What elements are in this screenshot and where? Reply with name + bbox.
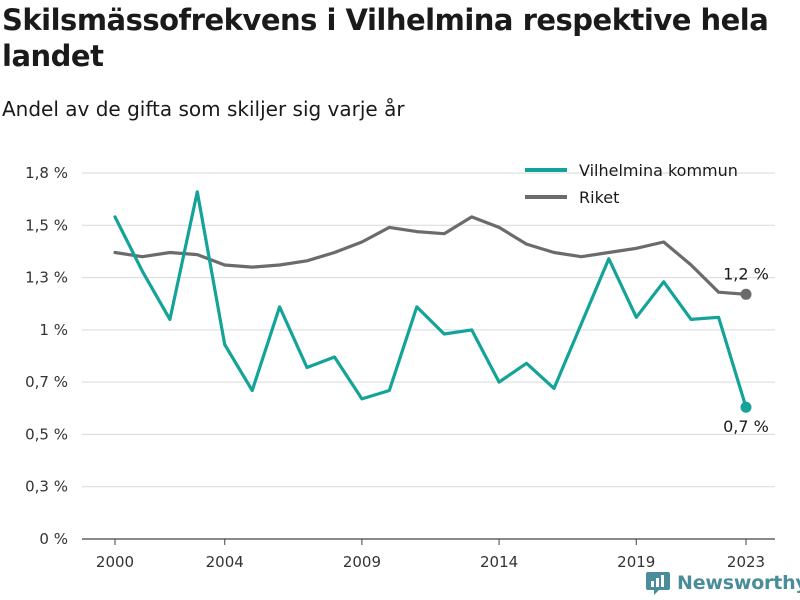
series-line-riket bbox=[113, 215, 748, 296]
x-tick-label: 2023 bbox=[727, 553, 765, 571]
end-point-marker bbox=[740, 401, 752, 413]
legend: Vilhelmina kommun Riket bbox=[525, 161, 738, 207]
y-tick-label: 1,8 % bbox=[25, 164, 68, 182]
newsworthy-icon bbox=[646, 572, 670, 595]
end-point-marker bbox=[740, 288, 752, 300]
legend-label: Vilhelmina kommun bbox=[579, 161, 738, 180]
y-tick-label: 0,5 % bbox=[25, 425, 68, 443]
grid-lines bbox=[82, 172, 775, 540]
y-tick-label: 1 % bbox=[39, 321, 68, 339]
y-tick-label: 1,3 % bbox=[25, 269, 68, 287]
y-tick-label: 0 % bbox=[39, 530, 68, 548]
brand-name: Newsworthy bbox=[677, 572, 800, 594]
x-axis-ticks: 2000 2004 2009 2014 2019 2023 bbox=[96, 539, 765, 571]
y-tick-label: 0,3 % bbox=[25, 478, 68, 496]
x-tick-label: 2004 bbox=[206, 553, 244, 571]
x-tick-label: 2000 bbox=[96, 553, 134, 571]
series-line-vilhelmina bbox=[113, 190, 748, 409]
x-tick-label: 2014 bbox=[480, 553, 518, 571]
x-tick-label: 2019 bbox=[617, 553, 655, 571]
series-lines: 1,2 % 0,7 % bbox=[113, 190, 769, 436]
x-tick-label: 2009 bbox=[343, 553, 381, 571]
chart-title: Skilsmässofrekvens i Vilhelmina respekti… bbox=[2, 3, 769, 73]
legend-label: Riket bbox=[579, 188, 619, 207]
chart-subtitle: Andel av de gifta som skiljer sig varje … bbox=[2, 97, 405, 121]
newsworthy-logo: Newsworthy bbox=[645, 568, 800, 598]
y-tick-label: 1,5 % bbox=[25, 216, 68, 234]
y-tick-label: 0,7 % bbox=[25, 373, 68, 391]
y-axis-ticks: 0 % 0,3 % 0,5 % 0,7 % 1 % 1,3 % 1,5 % 1,8 % bbox=[25, 164, 68, 548]
end-value-label: 1,2 % bbox=[723, 264, 769, 283]
end-value-label: 0,7 % bbox=[723, 417, 769, 436]
